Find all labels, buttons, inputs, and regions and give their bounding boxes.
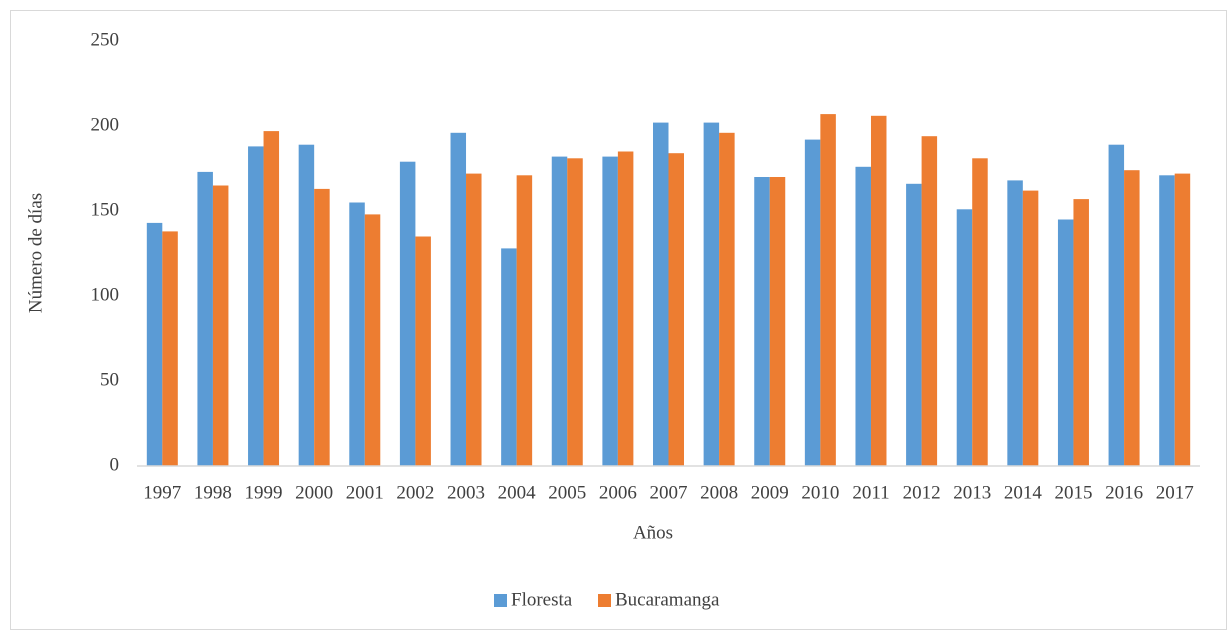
bar — [1073, 199, 1089, 466]
legend-label: Bucaramanga — [615, 589, 720, 610]
bar — [466, 173, 482, 466]
bar — [567, 158, 583, 467]
y-tick-label: 100 — [91, 284, 120, 305]
bar — [298, 144, 315, 466]
legend-label: Floresta — [511, 589, 573, 610]
bar — [364, 214, 381, 466]
bar — [1124, 170, 1140, 466]
x-tick-label: 2015 — [1054, 482, 1092, 503]
x-tick-label: 2016 — [1105, 482, 1143, 503]
bar — [870, 115, 887, 467]
bar — [906, 183, 922, 467]
bar — [921, 136, 938, 466]
x-tick-label: 2009 — [751, 482, 789, 503]
y-tick-label: 150 — [91, 199, 120, 220]
x-tick-label: 2004 — [498, 482, 537, 503]
bar — [653, 122, 669, 466]
bar — [516, 175, 533, 467]
bar — [855, 166, 871, 467]
bar — [1159, 175, 1175, 467]
x-tick-label: 1997 — [143, 482, 181, 503]
bar — [769, 177, 786, 466]
x-tick-label: 2010 — [801, 482, 839, 503]
x-tick-label: 2012 — [903, 482, 941, 503]
bar — [956, 209, 973, 467]
bar — [668, 153, 684, 466]
bar — [197, 171, 213, 466]
bar — [263, 131, 280, 466]
y-tick-label: 0 — [110, 454, 120, 475]
x-tick-label: 2002 — [396, 482, 434, 503]
y-axis-title: Número de días — [25, 193, 46, 313]
bar — [820, 114, 836, 466]
x-tick-label: 2008 — [700, 482, 738, 503]
bar — [162, 231, 178, 466]
y-tick-label: 50 — [100, 369, 119, 390]
x-tick-label: 2013 — [953, 482, 991, 503]
bar — [719, 132, 735, 467]
bar — [314, 188, 330, 466]
x-tick-label: 2007 — [650, 482, 688, 503]
bar — [551, 156, 568, 466]
bar — [703, 122, 720, 466]
bar — [415, 236, 431, 466]
x-tick-label: 2017 — [1156, 482, 1194, 503]
bar — [1108, 144, 1125, 466]
x-axis-title: Años — [633, 522, 673, 543]
bar — [349, 202, 365, 466]
y-tick-label: 200 — [91, 114, 120, 135]
x-tick-label: 2003 — [447, 482, 485, 503]
bar — [804, 139, 821, 466]
bar — [501, 248, 517, 466]
legend-swatch — [598, 594, 611, 607]
bar — [617, 151, 634, 466]
legend-swatch — [494, 594, 507, 607]
x-tick-label: 2000 — [295, 482, 333, 503]
x-tick-label: 1999 — [245, 482, 283, 503]
bar — [248, 146, 264, 466]
bar — [212, 185, 229, 466]
bar — [602, 156, 618, 466]
bar — [1022, 190, 1039, 466]
x-tick-label: 2014 — [1004, 482, 1043, 503]
x-tick-label: 2005 — [548, 482, 586, 503]
y-tick-label: 250 — [91, 29, 120, 50]
x-tick-label: 2006 — [599, 482, 637, 503]
bar — [1174, 173, 1191, 466]
x-tick-label: 1998 — [194, 482, 232, 503]
bar — [146, 222, 163, 466]
bar — [399, 161, 416, 466]
bar — [1057, 219, 1074, 466]
x-tick-label: 2011 — [852, 482, 889, 503]
bar — [1007, 180, 1023, 466]
bar — [450, 132, 467, 467]
bar — [754, 177, 770, 466]
bar — [972, 158, 988, 467]
x-tick-label: 2001 — [346, 482, 384, 503]
